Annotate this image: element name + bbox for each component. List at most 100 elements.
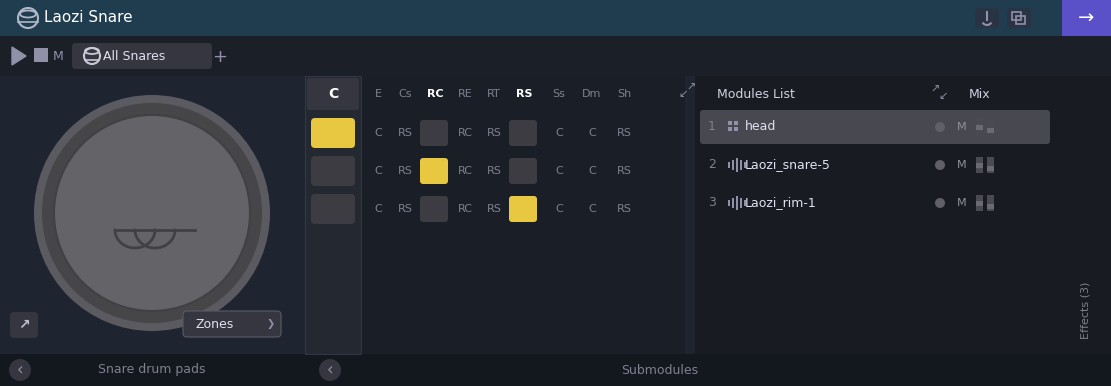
- FancyBboxPatch shape: [311, 156, 356, 186]
- Text: ↙: ↙: [679, 89, 688, 99]
- FancyBboxPatch shape: [509, 158, 537, 184]
- Bar: [0, 0, 1111, 36]
- Bar: [732, 160, 734, 170]
- Bar: [987, 119, 994, 135]
- Bar: [735, 158, 738, 172]
- FancyBboxPatch shape: [509, 120, 537, 146]
- Text: 3: 3: [708, 196, 715, 210]
- Text: RS: RS: [487, 204, 501, 214]
- Bar: [34, 48, 48, 62]
- Bar: [740, 198, 742, 208]
- Bar: [740, 160, 742, 170]
- Text: RS: RS: [398, 128, 412, 138]
- Bar: [975, 163, 983, 168]
- FancyBboxPatch shape: [420, 196, 448, 222]
- Text: Ss: Ss: [552, 89, 565, 99]
- Bar: [0, 354, 1111, 386]
- Text: Laozi_snare-5: Laozi_snare-5: [745, 159, 831, 171]
- Text: RT: RT: [487, 89, 501, 99]
- Bar: [1015, 16, 1025, 24]
- Text: Cs: Cs: [398, 89, 412, 99]
- Text: Sh: Sh: [617, 89, 631, 99]
- FancyBboxPatch shape: [420, 158, 448, 184]
- Text: M: M: [52, 51, 63, 64]
- Text: RE: RE: [458, 89, 472, 99]
- Bar: [987, 195, 994, 211]
- Circle shape: [319, 359, 341, 381]
- Text: RS: RS: [617, 128, 631, 138]
- Text: C: C: [374, 128, 382, 138]
- FancyBboxPatch shape: [183, 311, 281, 337]
- Text: M: M: [958, 198, 967, 208]
- Bar: [987, 128, 994, 133]
- Bar: [1012, 12, 1021, 20]
- Text: ❯: ❯: [267, 319, 276, 329]
- Text: M: M: [958, 122, 967, 132]
- FancyBboxPatch shape: [1007, 8, 1031, 28]
- Text: M: M: [958, 160, 967, 170]
- Text: head: head: [745, 120, 777, 134]
- Text: RS: RS: [617, 166, 631, 176]
- Circle shape: [935, 160, 945, 170]
- Text: Submodules: Submodules: [621, 364, 699, 376]
- Bar: [975, 157, 983, 173]
- Text: C: C: [374, 204, 382, 214]
- Text: RC: RC: [458, 204, 472, 214]
- Bar: [975, 119, 983, 135]
- Text: ‹: ‹: [327, 361, 333, 379]
- Text: ↗: ↗: [930, 85, 940, 95]
- Bar: [728, 200, 730, 206]
- Text: C: C: [328, 87, 338, 101]
- Bar: [1060, 76, 1111, 354]
- Bar: [695, 76, 1060, 354]
- Text: RS: RS: [516, 89, 532, 99]
- Text: ↗: ↗: [18, 318, 30, 332]
- Text: C: C: [588, 128, 595, 138]
- Text: Dm: Dm: [582, 89, 602, 99]
- Text: RC: RC: [458, 128, 472, 138]
- Text: C: C: [588, 166, 595, 176]
- Text: Mix: Mix: [969, 88, 991, 100]
- Text: C: C: [374, 166, 382, 176]
- Bar: [0, 76, 306, 354]
- Bar: [975, 201, 983, 206]
- FancyBboxPatch shape: [420, 120, 448, 146]
- Bar: [1062, 0, 1111, 36]
- Bar: [744, 162, 745, 168]
- Circle shape: [935, 122, 945, 132]
- Bar: [728, 127, 732, 131]
- Text: Modules List: Modules List: [717, 88, 794, 100]
- Polygon shape: [12, 47, 26, 65]
- Bar: [728, 121, 732, 125]
- Text: ↙: ↙: [939, 91, 948, 101]
- Text: RS: RS: [398, 166, 412, 176]
- Bar: [361, 76, 685, 354]
- FancyBboxPatch shape: [700, 110, 1050, 144]
- Text: Laozi Snare: Laozi Snare: [44, 10, 132, 25]
- Text: 1: 1: [708, 120, 715, 134]
- Text: →: →: [1078, 8, 1094, 27]
- Text: RS: RS: [487, 128, 501, 138]
- Text: Laozi_rim-1: Laozi_rim-1: [745, 196, 817, 210]
- Bar: [732, 198, 734, 208]
- Text: C: C: [556, 166, 563, 176]
- Text: Snare drum pads: Snare drum pads: [98, 364, 206, 376]
- Text: RC: RC: [458, 166, 472, 176]
- FancyBboxPatch shape: [311, 194, 356, 224]
- Bar: [728, 162, 730, 168]
- FancyBboxPatch shape: [509, 196, 537, 222]
- Circle shape: [54, 115, 250, 311]
- Bar: [734, 127, 738, 131]
- Text: RS: RS: [487, 166, 501, 176]
- Text: ‹: ‹: [17, 361, 23, 379]
- Bar: [975, 125, 983, 130]
- FancyBboxPatch shape: [975, 8, 999, 28]
- Text: +: +: [212, 48, 228, 66]
- Text: C: C: [588, 204, 595, 214]
- Bar: [987, 166, 994, 171]
- Circle shape: [42, 103, 262, 323]
- Text: E: E: [374, 89, 381, 99]
- Circle shape: [9, 359, 31, 381]
- Bar: [735, 196, 738, 210]
- Text: All Snares: All Snares: [103, 49, 166, 63]
